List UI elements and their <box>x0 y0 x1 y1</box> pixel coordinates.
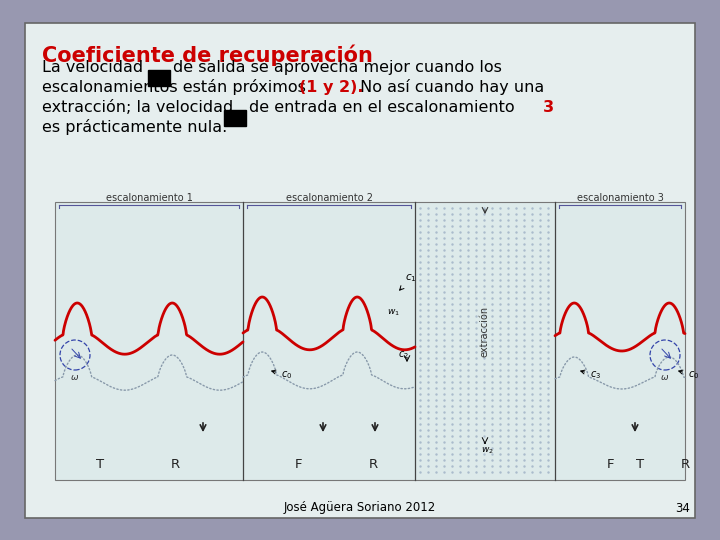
Text: No así cuando hay una: No así cuando hay una <box>355 79 544 95</box>
Text: R: R <box>680 458 690 471</box>
Text: $w_1$: $w_1$ <box>387 308 400 319</box>
Text: R: R <box>369 458 377 471</box>
Text: T: T <box>96 458 104 471</box>
Bar <box>224 110 246 126</box>
Text: La velocidad: La velocidad <box>42 60 143 75</box>
Text: escalonamientos están próximos: escalonamientos están próximos <box>42 79 311 95</box>
Text: escalonamiento 3: escalonamiento 3 <box>577 193 663 203</box>
Text: Coeficiente de recuperación: Coeficiente de recuperación <box>42 45 373 66</box>
Text: $c_1$: $c_1$ <box>400 272 417 290</box>
Bar <box>55 202 685 480</box>
Text: F: F <box>294 458 302 471</box>
Text: de entrada en el escalonamiento: de entrada en el escalonamiento <box>249 100 515 115</box>
Text: $w_2$: $w_2$ <box>481 445 493 456</box>
Text: $c_0$: $c_0$ <box>271 369 292 381</box>
Text: R: R <box>171 458 179 471</box>
Bar <box>415 202 555 480</box>
Text: es prácticamente nula.: es prácticamente nula. <box>42 119 228 135</box>
Text: F: F <box>606 458 613 471</box>
Text: $c_{0}$: $c_{0}$ <box>679 369 699 381</box>
Bar <box>148 70 170 86</box>
Text: $\omega$: $\omega$ <box>71 373 80 382</box>
Text: T: T <box>636 458 644 471</box>
Text: (1 y 2).: (1 y 2). <box>299 80 364 95</box>
Text: José Agüera Soriano 2012: José Agüera Soriano 2012 <box>284 502 436 515</box>
Text: 3: 3 <box>543 100 554 115</box>
Text: $c_3$: $c_3$ <box>581 369 601 381</box>
Text: $\omega$: $\omega$ <box>660 373 670 382</box>
FancyBboxPatch shape <box>25 23 695 518</box>
Text: $c_2$: $c_2$ <box>397 349 408 361</box>
Text: extracción: extracción <box>480 306 490 356</box>
Text: escalonamiento 1: escalonamiento 1 <box>106 193 192 203</box>
Text: extracción; la velocidad: extracción; la velocidad <box>42 100 233 115</box>
Text: de salida se aprovecha mejor cuando los: de salida se aprovecha mejor cuando los <box>173 60 502 75</box>
Text: 34: 34 <box>675 502 690 515</box>
Text: escalonamiento 2: escalonamiento 2 <box>286 193 372 203</box>
